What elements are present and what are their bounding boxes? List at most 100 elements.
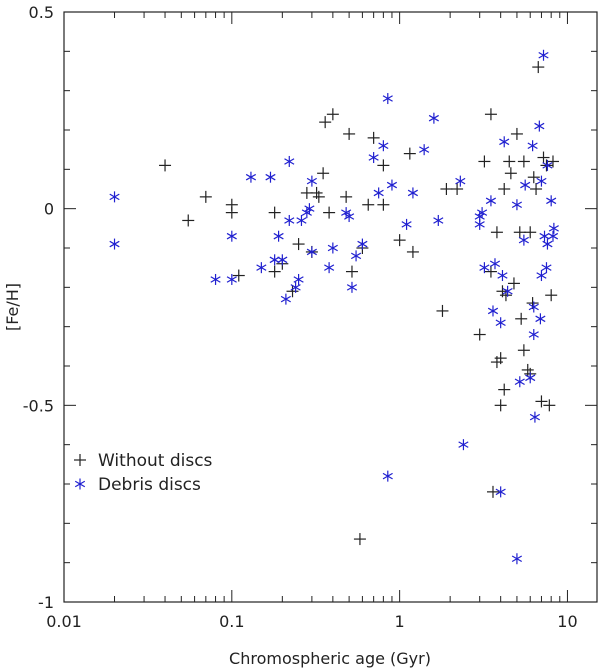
data-point-asterisk [386, 179, 398, 191]
data-point-asterisk [210, 273, 221, 285]
x-tick-label: 1 [395, 612, 405, 631]
data-point-plus [473, 328, 486, 341]
series-debris-discs [109, 49, 559, 565]
data-point-plus [484, 265, 497, 278]
y-tick-label: -0.5 [23, 396, 54, 415]
data-point-plus [543, 399, 556, 412]
data-point-plus [367, 131, 380, 144]
data-point-plus [510, 127, 523, 140]
data-point-plus [530, 183, 543, 195]
data-point-asterisk [109, 238, 120, 250]
data-point-plus [517, 344, 530, 357]
data-point-asterisk [382, 470, 393, 482]
data-point-plus [377, 198, 390, 211]
data-point-asterisk [511, 199, 523, 211]
data-point-plus [326, 108, 339, 121]
plot-frame [63, 11, 598, 603]
data-point-asterisk [284, 214, 295, 226]
data-point-plus [232, 269, 245, 282]
data-point-asterisk [407, 187, 419, 199]
y-tick-label: 0.5 [29, 3, 54, 22]
data-point-plus [343, 127, 356, 140]
data-point-plus [440, 183, 453, 195]
data-point-asterisk [373, 187, 384, 199]
data-point-plus [403, 147, 416, 160]
data-point-asterisk [273, 230, 284, 242]
data-point-asterisk [293, 273, 304, 285]
data-point-plus [507, 277, 520, 290]
data-point-asterisk [301, 207, 312, 219]
data-point-asterisk [324, 262, 335, 274]
data-point-plus [546, 155, 559, 168]
data-point-asterisk [534, 120, 545, 132]
data-point-asterisk [327, 242, 338, 254]
data-point-asterisk [485, 195, 497, 207]
data-point-asterisk [458, 439, 469, 451]
data-point-asterisk [428, 112, 439, 124]
data-point-asterisk [306, 175, 317, 187]
data-point-asterisk [487, 305, 499, 317]
x-axis-label: Chromospheric age (Gyr) [229, 649, 431, 668]
data-point-asterisk [474, 218, 485, 230]
data-point-plus [451, 183, 464, 195]
data-point-plus [494, 352, 507, 365]
data-point-asterisk [477, 207, 488, 219]
y-tick-label: -1 [38, 593, 54, 612]
data-point-asterisk [419, 144, 430, 156]
data-point-plus [486, 485, 499, 498]
data-point-asterisk [536, 270, 547, 282]
data-point-asterisk [502, 285, 513, 297]
data-point-asterisk [527, 140, 538, 152]
data-point-plus [319, 116, 332, 129]
data-point-plus [268, 206, 281, 219]
data-point-asterisk [538, 49, 549, 61]
data-point-plus [74, 454, 86, 466]
data-point-plus [340, 190, 353, 203]
data-point-plus [199, 190, 212, 203]
data-point-plus [323, 206, 336, 219]
x-tick-label: 10 [557, 612, 577, 631]
data-point-asterisk [284, 155, 295, 167]
x-tick-label: 0.01 [46, 612, 82, 631]
data-point-asterisk [542, 238, 553, 250]
data-point-plus [532, 61, 545, 74]
data-point-plus [498, 183, 511, 195]
data-point-asterisk [455, 175, 466, 187]
data-point-plus [513, 226, 526, 239]
x-tick-label: 0.1 [219, 612, 244, 631]
data-point-asterisk [514, 376, 525, 388]
data-point-asterisk [542, 159, 553, 171]
data-point-plus [317, 167, 330, 180]
data-point-asterisk [346, 281, 358, 293]
legend-label-debris-discs: Debris discs [98, 475, 201, 495]
data-point-plus [517, 155, 530, 168]
data-point-plus [545, 289, 558, 302]
data-point-asterisk [433, 214, 444, 226]
data-point-asterisk [306, 246, 317, 258]
data-point-asterisk [74, 478, 86, 490]
data-point-asterisk [350, 250, 362, 262]
data-point-asterisk [265, 171, 276, 183]
data-point-plus [182, 214, 195, 227]
data-point-asterisk [499, 136, 510, 148]
data-point-asterisk [529, 411, 541, 423]
data-point-asterisk [357, 238, 368, 250]
data-point-asterisk [277, 254, 288, 266]
data-point-asterisk [495, 317, 506, 329]
axis-tick-labels: 0.01 0.1 1 10 0.5 0 -0.5 -1 [23, 3, 578, 631]
data-point-asterisk [489, 258, 501, 270]
data-point-plus [159, 159, 172, 172]
data-point-asterisk [536, 175, 547, 187]
data-point-plus [499, 289, 512, 302]
data-point-asterisk [511, 553, 523, 565]
data-point-asterisk [290, 281, 301, 293]
data-point-plus [225, 206, 238, 219]
data-point-asterisk [520, 179, 531, 191]
data-point-asterisk [269, 254, 280, 266]
axis-ticks [63, 11, 597, 603]
data-point-plus [393, 234, 406, 247]
legend-label-without-discs: Without discs [98, 451, 213, 471]
data-point-plus [268, 265, 281, 278]
data-point-asterisk [479, 262, 490, 274]
